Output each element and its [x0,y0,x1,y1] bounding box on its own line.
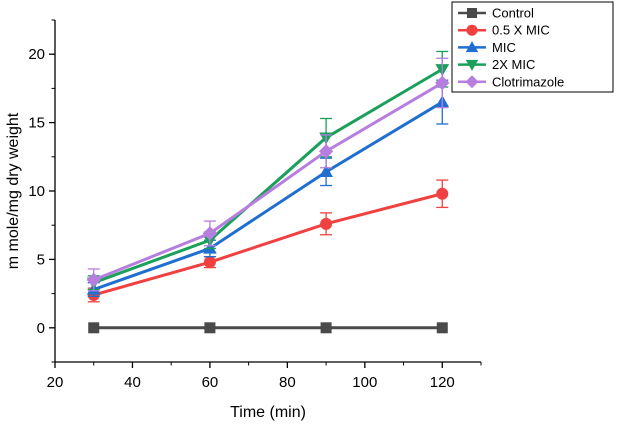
series-0-5-x-mic [87,179,449,303]
x-axis-label: Time (min) [230,404,306,421]
legend-label: Clotrimazole [492,74,564,89]
data-point [319,164,333,178]
data-point [203,256,216,269]
axes: 20 40 60 80 100 120 0 5 10 15 20 Time (min) m mole/m… [5,19,482,421]
y-tick-label: 10 [28,183,45,200]
data-point [318,144,334,159]
x-tick-label: 80 [279,374,296,391]
x-tick-label: 100 [352,374,377,391]
data-point [86,272,101,288]
legend-marker [467,8,477,18]
legend-label: 2X MIC [492,57,535,72]
data-point [88,322,100,334]
data-point [202,226,218,241]
legend-item: 0.5 X MIC [458,23,550,38]
legend: Control 0.5 X MIC MIC 2X MIC Clotrimazole [451,1,614,93]
legend-item: 2X MIC [458,57,535,72]
legend-item: Control [458,6,534,21]
data-point [436,187,449,200]
legend-marker [465,59,479,71]
legend-label: Control [492,6,534,21]
series-clotrimazole [86,57,450,292]
x-tick-label: 60 [202,374,219,391]
series-control [88,322,448,334]
data-point [204,322,216,334]
y-tick-label: 15 [28,115,45,132]
series-group [86,50,450,334]
data-point [435,75,450,91]
x-tick-label: 120 [430,374,455,391]
x-tick-label: 40 [124,374,141,391]
y-tick-label: 20 [28,46,45,63]
legend-marker [466,24,478,36]
legend-item: Clotrimazole [458,74,564,89]
y-tick-label: 5 [37,251,45,268]
data-point [320,322,332,334]
data-point [436,322,448,334]
series-line [93,81,444,282]
y-tick-label: 0 [37,320,45,337]
series-line [93,67,444,285]
legend-item: MIC [458,40,516,55]
series-line [93,192,443,297]
legend-marker [465,75,479,89]
data-point [320,217,333,230]
legend-label: MIC [492,40,516,55]
x-tick-label: 20 [47,374,64,391]
legend-label: 0.5 X MIC [492,23,550,38]
y-axis-label: m mole/mg dry weight [5,112,22,269]
legend-marker [465,41,479,53]
series-2x-mic [86,50,450,291]
series-line [93,100,444,291]
